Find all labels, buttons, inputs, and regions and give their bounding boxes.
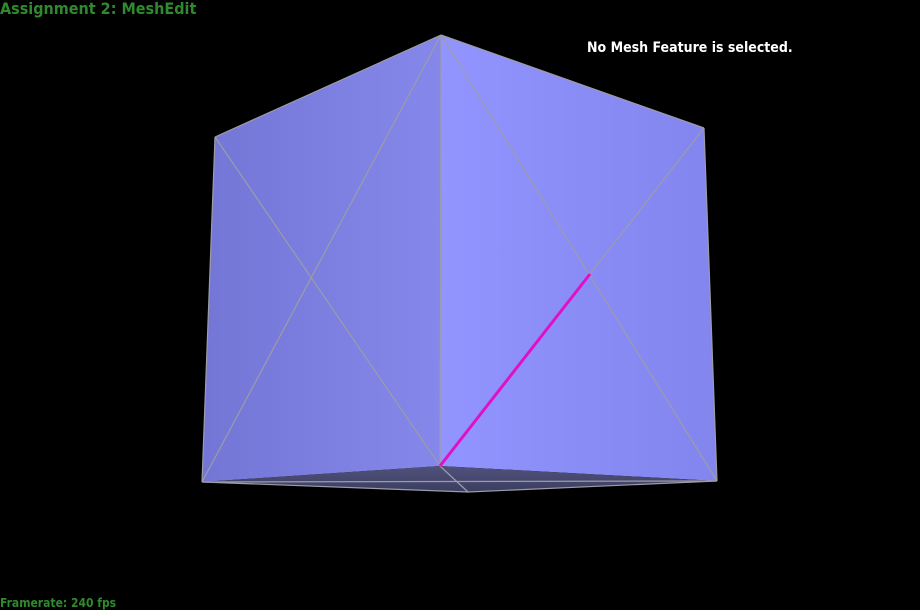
highlighted-half-edge[interactable] bbox=[438, 273, 592, 467]
mesh-edge[interactable] bbox=[201, 136, 216, 483]
mesh-edge[interactable] bbox=[214, 136, 441, 467]
mesh-face-bottom[interactable] bbox=[202, 466, 717, 492]
mesh-edges[interactable] bbox=[201, 34, 718, 493]
mesh-edge[interactable] bbox=[589, 127, 705, 275]
mesh-edge[interactable] bbox=[201, 34, 442, 483]
mesh-edge[interactable] bbox=[703, 127, 718, 482]
mesh-edge[interactable] bbox=[440, 34, 705, 129]
mesh-edge[interactable] bbox=[439, 465, 469, 493]
mesh-edge[interactable] bbox=[201, 480, 718, 483]
mesh-edge[interactable] bbox=[214, 34, 442, 138]
mesh-edge[interactable] bbox=[201, 481, 469, 493]
selection-status-text: No Mesh Feature is selected. bbox=[587, 40, 793, 56]
framerate-readout: Framerate: 240 fps bbox=[0, 596, 117, 610]
mesh-edge[interactable] bbox=[440, 34, 718, 482]
mesh-edge[interactable] bbox=[439, 34, 442, 467]
app-title: Assignment 2: MeshEdit bbox=[0, 0, 197, 18]
mesh-edge[interactable] bbox=[467, 480, 718, 493]
